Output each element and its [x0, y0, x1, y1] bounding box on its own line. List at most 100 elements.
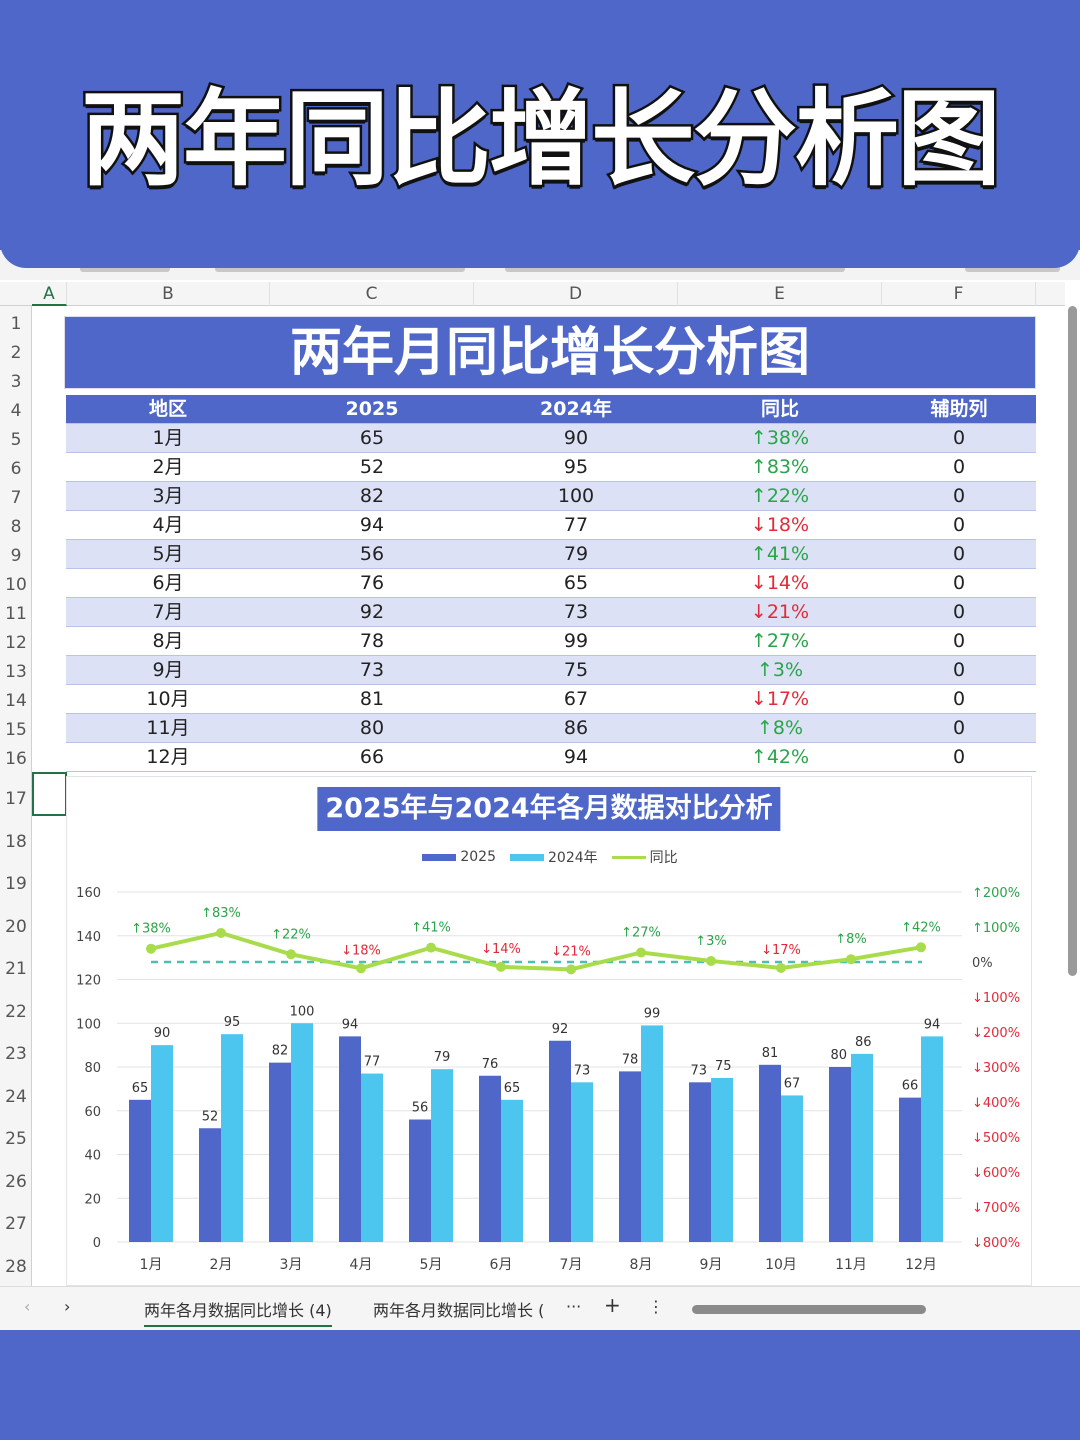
- column-header[interactable]: A: [32, 282, 67, 306]
- table-cell: 92: [359, 601, 385, 623]
- data-label-2024: 73: [574, 1063, 591, 1078]
- row-header[interactable]: 1: [10, 314, 22, 334]
- table-cell: ↓18%: [750, 514, 810, 536]
- selected-cell[interactable]: [32, 772, 67, 816]
- yoy-point: [916, 942, 926, 953]
- sheet-tab[interactable]: 两年各月数据同比增长 (: [373, 1301, 545, 1320]
- sheet-tab-active[interactable]: 两年各月数据同比增长 (4): [144, 1297, 332, 1327]
- table-cell: 5月: [152, 543, 184, 565]
- data-label-2024: 65: [504, 1081, 521, 1096]
- banner-title: 两年同比增长分析图: [78, 75, 1003, 202]
- table-cell: ↑42%: [750, 746, 810, 768]
- sheet-options-button[interactable]: ⋮: [648, 1297, 664, 1316]
- row-header[interactable]: 12: [5, 633, 27, 653]
- row-header[interactable]: 23: [5, 1044, 27, 1064]
- yoy-point: [286, 949, 296, 960]
- y2-tick-label: ↑100%: [972, 921, 1020, 936]
- horizontal-scrollbar[interactable]: [692, 1305, 926, 1314]
- column-header[interactable]: C: [270, 282, 474, 306]
- row-header[interactable]: 11: [5, 604, 27, 624]
- row-header[interactable]: 15: [5, 720, 27, 740]
- table-cell: 8月: [152, 630, 184, 652]
- row-header[interactable]: 9: [10, 546, 22, 566]
- file-tab[interactable]: [505, 264, 845, 272]
- chart[interactable]: 2025年与2024年各月数据对比分析 2025 2024年 同比 0 20 40 6…: [66, 776, 1032, 1286]
- row-header[interactable]: 6: [10, 459, 22, 479]
- legend-swatch: [422, 853, 457, 861]
- row-header[interactable]: 17: [5, 789, 27, 809]
- data-table: 地区 2025 2024年 同比 辅助列 1月 65 90 ↑38% 0 2月 52 95 ↑83% 0 3月…: [66, 395, 1036, 772]
- data-label-2024: 86: [855, 1035, 872, 1050]
- file-tab[interactable]: [80, 264, 170, 272]
- row-header[interactable]: 20: [5, 916, 27, 937]
- row-header[interactable]: 5: [10, 430, 22, 450]
- table-cell: 0: [952, 427, 966, 449]
- table-cell: 0: [952, 601, 966, 623]
- row-header[interactable]: 2: [10, 343, 22, 363]
- banner: 两年同比增长分析图: [0, 0, 1080, 268]
- table-cell: 6月: [152, 572, 184, 594]
- row-header[interactable]: 27: [5, 1214, 27, 1234]
- table-cell: 0: [952, 688, 966, 710]
- y2-tick-label: ↓800%: [972, 1236, 1020, 1251]
- vertical-scrollbar[interactable]: [1066, 298, 1078, 1288]
- bar-2024: [921, 1036, 943, 1242]
- x-tick-label: 4月: [350, 1257, 373, 1273]
- row-header[interactable]: 16: [5, 749, 27, 769]
- row-header[interactable]: 24: [5, 1086, 27, 1107]
- row-header[interactable]: 3: [10, 372, 22, 392]
- table-row: 6月 76 65 ↓14% 0: [66, 569, 1036, 598]
- row-header[interactable]: 14: [5, 691, 27, 711]
- table-cell: 76: [359, 572, 385, 594]
- bar-2025: [619, 1071, 641, 1242]
- legend-item-yoy: 同比: [611, 847, 678, 867]
- table-cell: 75: [563, 659, 589, 681]
- row-header[interactable]: 13: [5, 662, 27, 682]
- legend-label: 2025: [460, 849, 496, 865]
- column-header-cell: 同比: [760, 398, 799, 420]
- x-tick-label: 9月: [700, 1257, 723, 1273]
- yoy-point: [426, 942, 436, 953]
- table-row: 12月 66 94 ↑42% 0: [66, 743, 1036, 772]
- column-header[interactable]: D: [474, 282, 678, 306]
- more-sheets-button[interactable]: ···: [566, 1297, 582, 1316]
- data-label-2025: 56: [412, 1101, 429, 1116]
- row-header[interactable]: 22: [5, 1001, 27, 1022]
- row-header[interactable]: 21: [5, 959, 27, 979]
- next-sheet-icon[interactable]: ›: [64, 1297, 71, 1316]
- row-header[interactable]: 28: [5, 1256, 27, 1277]
- column-header[interactable]: B: [67, 282, 270, 306]
- y2-tick-label: ↑200%: [972, 886, 1020, 901]
- table-cell: 77: [563, 514, 589, 536]
- file-tab[interactable]: [965, 264, 1060, 272]
- yoy-label: ↑38%: [131, 922, 171, 937]
- table-row: 9月 73 75 ↑3% 0: [66, 656, 1036, 685]
- row-header[interactable]: 8: [10, 517, 22, 537]
- table-cell: 66: [359, 746, 385, 768]
- bar-2025: [129, 1099, 151, 1242]
- data-label-2025: 66: [902, 1079, 919, 1094]
- row-header[interactable]: 25: [5, 1129, 27, 1149]
- row-header[interactable]: 4: [10, 401, 22, 421]
- row-header[interactable]: 19: [5, 874, 27, 894]
- column-header[interactable]: E: [678, 282, 882, 306]
- table-cell: 86: [563, 717, 589, 739]
- table-row: 4月 94 77 ↓18% 0: [66, 511, 1036, 540]
- yoy-label: ↑41%: [411, 921, 451, 936]
- table-cell: 100: [557, 485, 595, 507]
- y-tick-label: 0: [93, 1236, 101, 1251]
- table-cell: 82: [359, 485, 385, 507]
- add-sheet-button[interactable]: +: [604, 1293, 621, 1317]
- row-header[interactable]: 18: [5, 831, 27, 852]
- prev-sheet-icon[interactable]: ‹: [24, 1297, 31, 1316]
- column-header[interactable]: F: [882, 282, 1036, 306]
- row-header[interactable]: 7: [10, 488, 22, 508]
- row-header[interactable]: 26: [5, 1171, 27, 1192]
- x-tick-label: 5月: [420, 1257, 443, 1273]
- table-cell: 11月: [146, 717, 190, 739]
- yoy-label: ↓21%: [551, 944, 591, 959]
- table-header-row: 地区 2025 2024年 同比 辅助列: [66, 395, 1036, 424]
- scroll-thumb[interactable]: [1068, 306, 1077, 976]
- file-tab[interactable]: [215, 264, 465, 272]
- row-header[interactable]: 10: [5, 575, 27, 595]
